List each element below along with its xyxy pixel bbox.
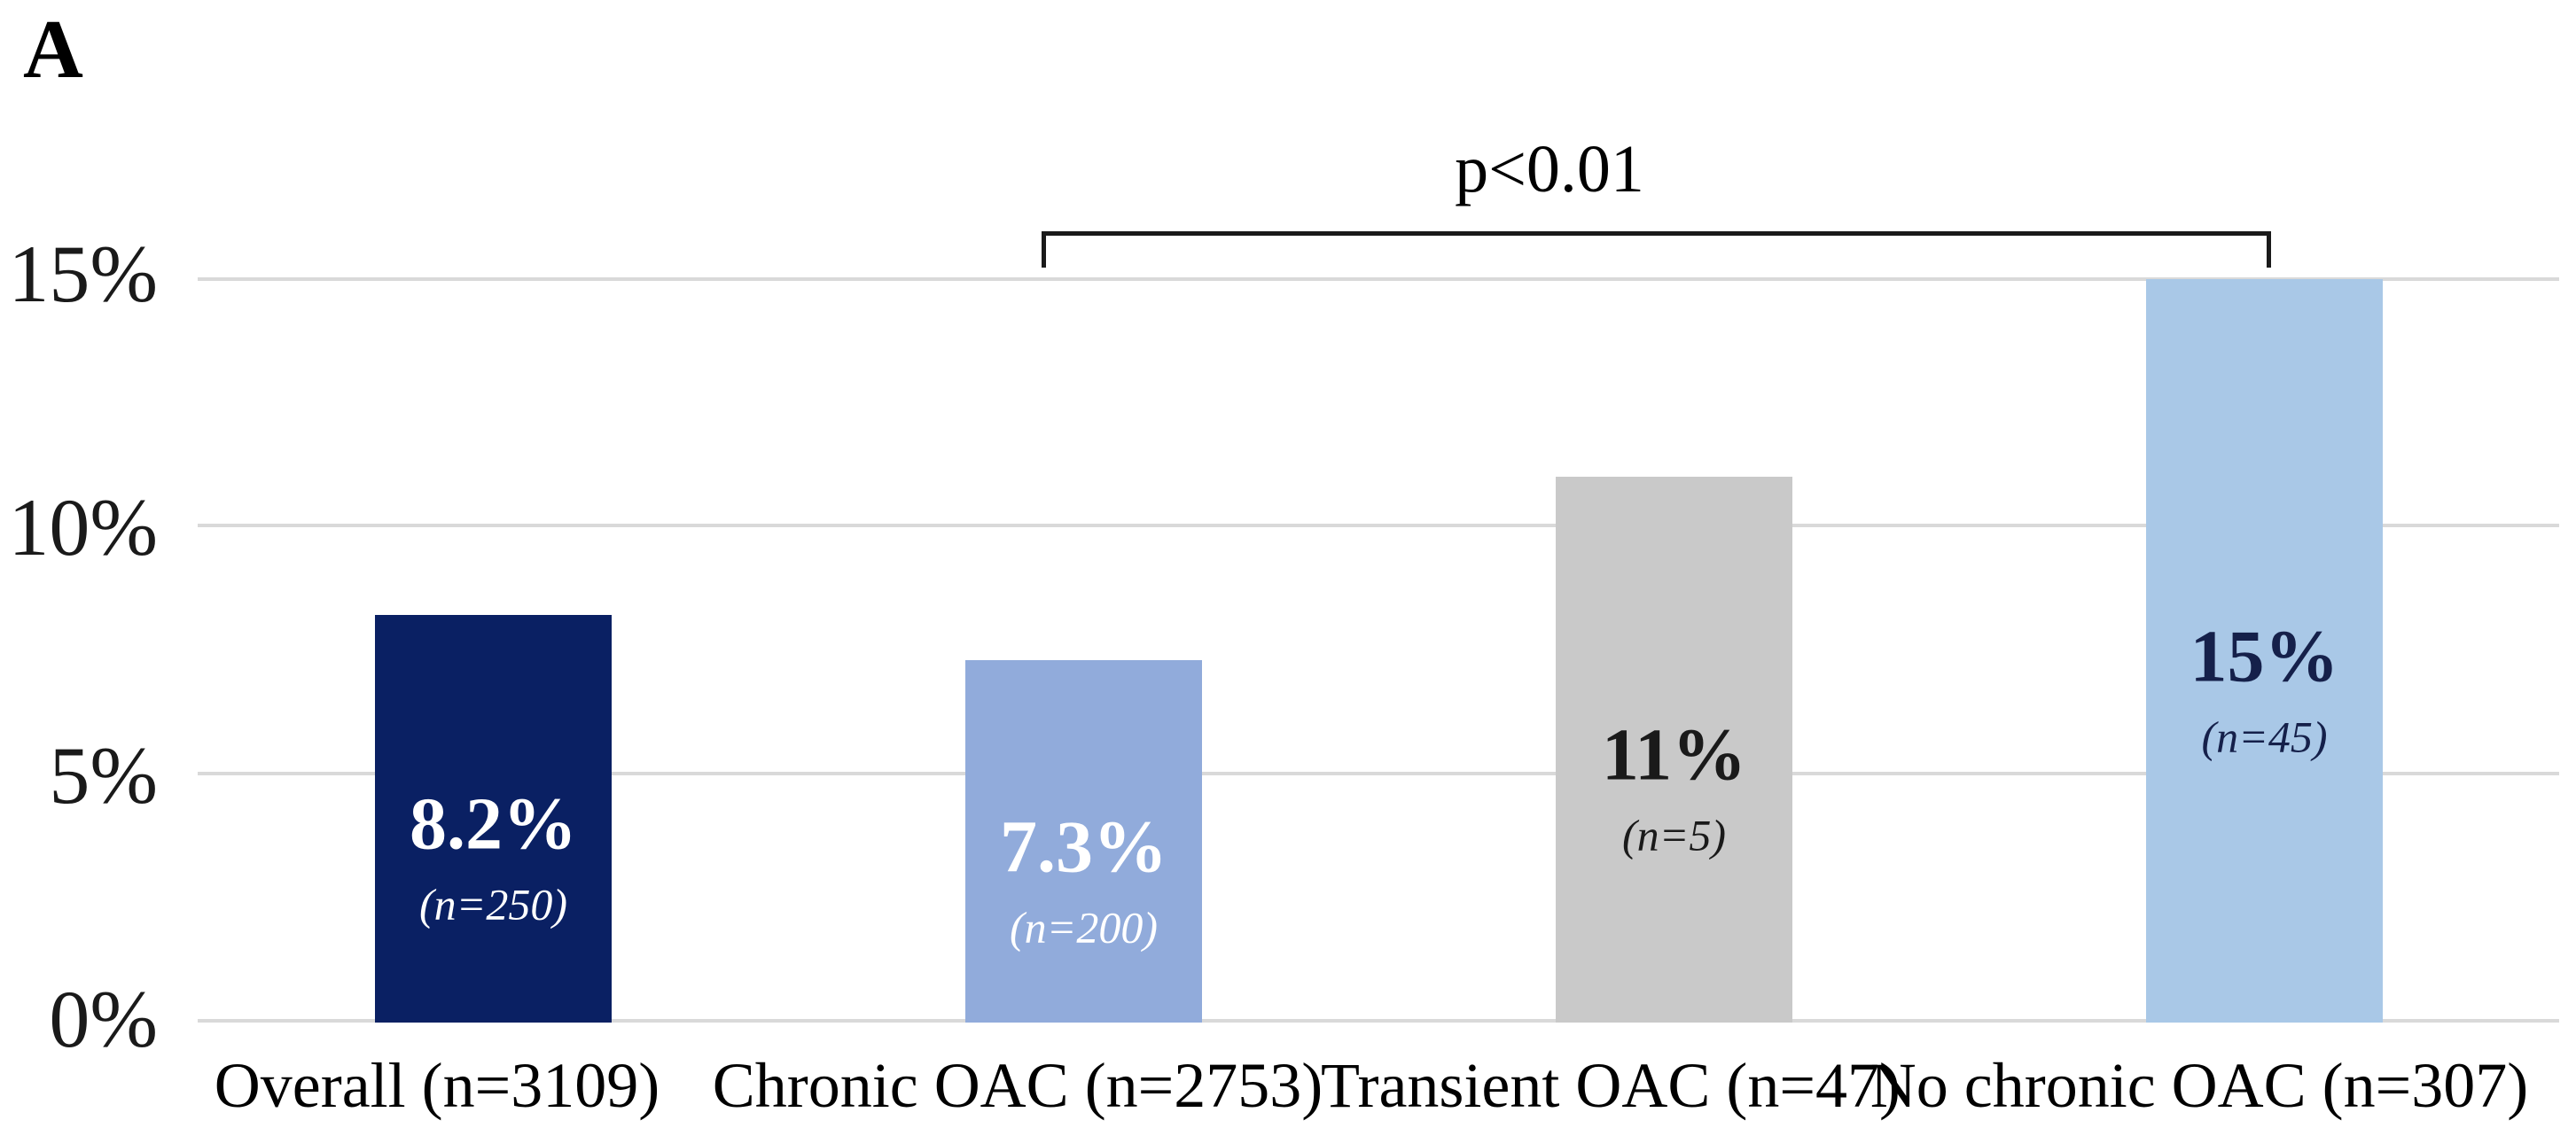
x-category-label: Overall (n=3109) xyxy=(214,1050,660,1121)
bar-percent-label: 15% xyxy=(2190,614,2339,697)
x-category-label: Transient OAC (n=47) xyxy=(1321,1050,1901,1121)
x-category-label: Chronic OAC (n=2753) xyxy=(712,1050,1323,1121)
gridline-5pct xyxy=(198,772,2559,775)
bar-percent-label: 7.3% xyxy=(1000,805,1167,888)
bar-n-label: (n=250) xyxy=(418,879,568,930)
bar-4: 15% (n=45) xyxy=(2146,279,2383,1023)
bar-1: 8.2% (n=250) xyxy=(375,615,612,1023)
bar-n-label: (n=200) xyxy=(1009,902,1159,953)
bar-value-label-block: 7.3% (n=200) xyxy=(965,805,1202,956)
bar-value-label-block: 15% (n=45) xyxy=(2146,614,2383,766)
significance-bracket xyxy=(1042,231,2271,268)
bar-value-label-block: 8.2% (n=250) xyxy=(375,785,612,933)
y-tick-10pct: 10% xyxy=(8,482,158,572)
p-value-annotation: p<0.01 xyxy=(1455,132,1644,206)
y-tick-5pct: 5% xyxy=(49,730,158,821)
gridline-0pct-baseline xyxy=(198,1019,2559,1023)
bar-n-label: (n=45) xyxy=(2201,712,2328,762)
y-tick-15pct: 15% xyxy=(8,229,158,319)
panel-letter-label: A xyxy=(23,4,83,96)
x-category-label: No chronic OAC (n=307) xyxy=(1870,1050,2529,1121)
bar-3: 11% (n=5) xyxy=(1556,477,1792,1023)
bar-percent-label: 8.2% xyxy=(410,782,577,866)
bar-value-label-block: 11% (n=5) xyxy=(1556,716,1792,864)
y-tick-0pct: 0% xyxy=(49,974,158,1064)
bar-percent-label: 11% xyxy=(1601,713,1747,797)
bar-n-label: (n=5) xyxy=(1621,810,1727,860)
bar-2: 7.3% (n=200) xyxy=(965,660,1202,1023)
gridline-10pct xyxy=(198,524,2559,527)
gridline-15pct xyxy=(198,277,2559,281)
